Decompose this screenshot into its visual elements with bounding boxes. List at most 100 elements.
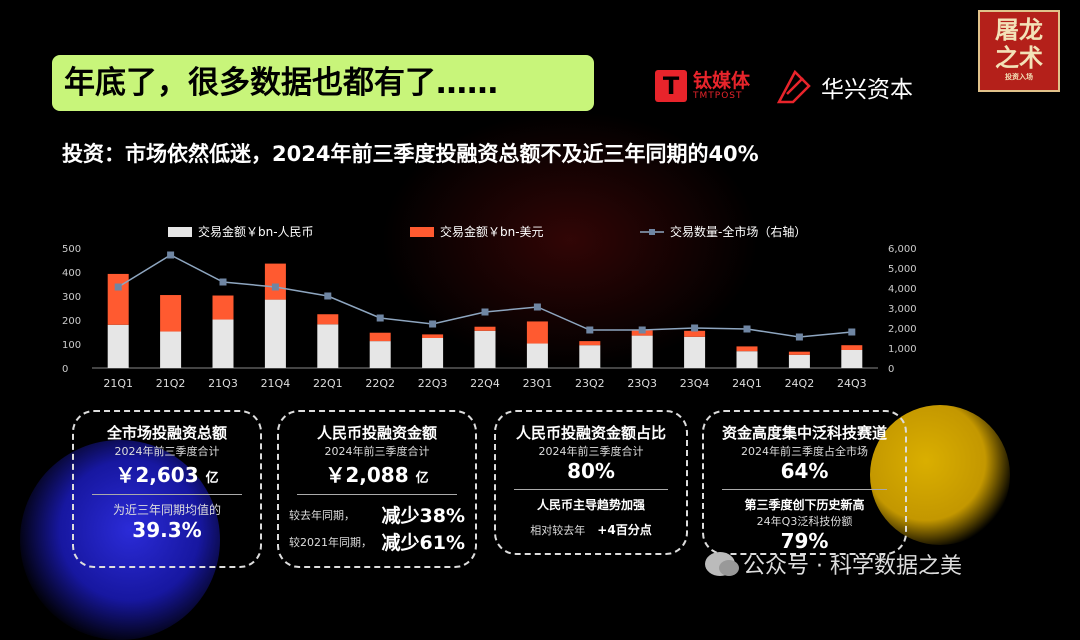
seal-logo: 屠龙 之术 投资入场	[978, 10, 1060, 92]
card1-sub: 2024年前三季度合计	[114, 445, 220, 458]
bar-usd	[526, 321, 548, 344]
page-headline: 投资：市场依然低迷，2024年前三季度投融资总额不及近三年同期的40%	[62, 142, 759, 166]
x-tick-label: 21Q1	[103, 377, 133, 390]
card2-title: 人民币投融资金额	[316, 424, 437, 442]
x-tick-label: 23Q3	[627, 377, 657, 390]
card1-divider	[92, 494, 242, 495]
x-tick-label: 22Q2	[365, 377, 395, 390]
watermark-text: 公众号 · 科学数据之美	[743, 554, 962, 579]
card-tech-concentration: 资金高度集中泛科技赛道 2024年前三季度占全市场 64% 第三季度创下历史新高…	[702, 410, 907, 555]
card4-mid: 第三季度创下历史新高	[744, 498, 865, 512]
x-tick-label: 22Q3	[418, 377, 448, 390]
x-tick-label: 24Q1	[732, 377, 762, 390]
point-deal-count	[376, 314, 384, 322]
bar-usd	[736, 346, 758, 352]
bar-rmb	[841, 350, 863, 368]
tmtpost-icon: T	[655, 70, 687, 102]
card2-r1-label: 较去年同期，	[289, 508, 355, 522]
card1-title: 全市场投融资总额	[106, 424, 227, 442]
x-tick-label: 22Q1	[313, 377, 343, 390]
point-deal-count	[167, 251, 175, 259]
legend-count: 交易数量-全市场（右轴）	[640, 223, 806, 240]
seal-small: 投资入场	[1005, 73, 1033, 81]
y-right-tick-label: 0	[888, 364, 894, 375]
card1-value-wrap: ￥2,603 亿	[74, 459, 260, 488]
card2-row1: 较去年同期， 减少38%	[279, 501, 475, 528]
card3-r-label: 相对较去年	[530, 523, 586, 537]
point-deal-count	[481, 308, 489, 316]
wechat-icon	[705, 552, 739, 576]
card3-divider	[514, 489, 668, 490]
bar-rmb	[264, 299, 286, 368]
card4-sub: 2024年前三季度占全市场	[741, 445, 868, 458]
x-tick-label: 23Q4	[680, 377, 710, 390]
bar-usd	[788, 351, 810, 355]
bar-usd	[107, 273, 129, 325]
point-deal-count	[795, 333, 803, 341]
point-deal-count	[691, 324, 699, 332]
y-right-tick-label: 1,000	[888, 344, 917, 355]
bar-rmb	[579, 345, 601, 368]
bar-usd	[212, 295, 234, 320]
legend-rmb-label: 交易金额￥bn-人民币	[198, 225, 314, 239]
y-left-tick-label: 200	[62, 316, 81, 327]
y-right-tick-label: 3,000	[888, 304, 917, 315]
bar-rmb	[369, 341, 391, 368]
y-left-tick-label: 100	[62, 340, 81, 351]
y-left-tick-label: 300	[62, 292, 81, 303]
legend-usd-label: 交易金额￥bn-美元	[440, 225, 544, 239]
card3-mid: 人民币主导趋势加强	[536, 498, 645, 512]
point-deal-count	[743, 325, 751, 333]
card3-row: 相对较去年 +4百分点	[496, 521, 686, 538]
point-deal-count	[429, 320, 437, 328]
card3-title: 人民币投融资金额占比	[515, 424, 666, 442]
watermark: 公众号 · 科学数据之美	[705, 548, 962, 580]
x-tick-label: 24Q3	[837, 377, 867, 390]
legend-count-label: 交易数量-全市场（右轴）	[670, 225, 807, 239]
banner-title: 年底了，很多数据也都有了……	[52, 55, 594, 111]
card4-mid-sub: 24年Q3泛科技份额	[756, 515, 853, 528]
card2-row2: 较2021年同期， 减少61%	[279, 528, 475, 555]
bar-usd	[160, 295, 182, 332]
bar-usd	[317, 314, 339, 325]
legend-usd-swatch	[410, 226, 434, 237]
tmtpost-name: 钛媒体	[693, 70, 751, 92]
x-tick-label: 24Q2	[785, 377, 815, 390]
card-total-investment: 全市场投融资总额 2024年前三季度合计 ￥2,603 亿 为近三年同期均值的 …	[72, 410, 262, 568]
huaxing-logo: 华兴资本	[775, 68, 913, 106]
deal-chart: 0 100 200 300 400 500 0 1,000 2,000 3,000 4,000 5,0…	[62, 244, 917, 390]
bar-rmb	[736, 351, 758, 368]
y-left-tick-label: 400	[62, 268, 81, 279]
bar-rmb	[684, 336, 706, 368]
point-deal-count	[533, 303, 541, 311]
point-deal-count	[271, 283, 279, 291]
bar-rmb	[631, 335, 653, 368]
card3-sub: 2024年前三季度合计	[538, 445, 644, 458]
x-tick-label: 21Q4	[261, 377, 291, 390]
bar-usd	[369, 332, 391, 342]
bar-rmb	[474, 330, 496, 368]
card2-value: ￥2,088	[325, 463, 409, 487]
card2-r2-label: 较2021年同期，	[289, 535, 372, 549]
card1-note: 为近三年同期均值的	[112, 503, 221, 517]
bar-rmb	[422, 338, 444, 368]
x-tick-label: 23Q2	[575, 377, 605, 390]
x-tick-label: 22Q4	[470, 377, 500, 390]
point-deal-count	[219, 278, 227, 286]
bar-rmb	[317, 324, 339, 368]
bar-rmb	[788, 354, 810, 368]
card1-note-value: 39.3%	[132, 518, 202, 542]
card1-unit: 亿	[205, 471, 219, 486]
card-rmb-share: 人民币投融资金额占比 2024年前三季度合计 80% 人民币主导趋势加强 相对较…	[494, 410, 688, 555]
card4-value: 64%	[780, 459, 829, 483]
bar-usd	[579, 341, 601, 346]
bar-usd	[684, 330, 706, 337]
seal-line2: 之术	[995, 44, 1043, 72]
bar-usd	[264, 263, 286, 300]
legend-count-swatch	[640, 228, 664, 235]
bar-usd	[474, 326, 496, 331]
point-deal-count	[848, 328, 856, 336]
x-tick-label: 23Q1	[523, 377, 553, 390]
bar-rmb	[212, 319, 234, 368]
card2-r1-value: 减少38%	[381, 505, 465, 527]
